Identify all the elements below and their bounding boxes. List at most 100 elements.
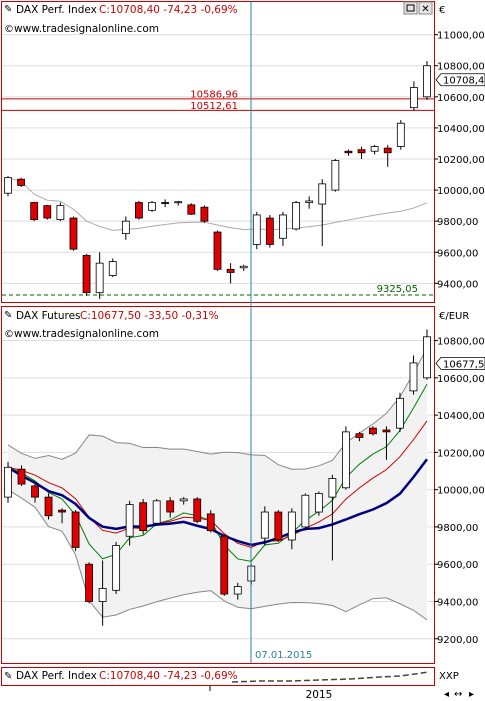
- top-candle-body: [174, 201, 183, 204]
- top-candle: [30, 201, 39, 222]
- middle-candle: [85, 562, 93, 604]
- top-y-tick-label: 10600,00: [437, 93, 485, 104]
- middle-y-tick-label: 9400,00: [437, 597, 478, 608]
- zoom-width-icon: ↔: [454, 689, 462, 700]
- middle-candle: [220, 534, 229, 596]
- top-candle-body: [226, 268, 235, 273]
- top-candle-body: [396, 122, 405, 147]
- top-candle-body: [357, 149, 366, 154]
- top-url-icon: ©: [4, 24, 14, 35]
- top-candle-body: [95, 262, 104, 294]
- top-y-tick-label: 10000,00: [437, 186, 485, 197]
- top-candle: [318, 179, 327, 247]
- top-candle: [121, 216, 130, 240]
- top-maximize-button[interactable]: [403, 1, 418, 15]
- crosshair[interactable]: 07.01.2015: [250, 2, 312, 663]
- scroll-left-button[interactable]: ◂: [444, 689, 449, 700]
- middle-candle-body: [166, 500, 175, 513]
- middle-title-icon: ✎: [4, 310, 12, 321]
- middle-candle-body: [233, 586, 242, 595]
- top-y-tick-label: 10800,00: [437, 62, 485, 73]
- crosshair-date-label: 07.01.2015: [255, 650, 312, 661]
- middle-candle-body: [125, 504, 134, 537]
- middle-candle: [369, 426, 377, 436]
- middle-change: C:10677,50 -33,50 -0,31%: [80, 310, 219, 322]
- top-candle-body: [135, 202, 143, 219]
- top-candle-body: [318, 183, 327, 205]
- middle-candle: [31, 482, 39, 503]
- middle-candle-body: [179, 498, 188, 502]
- top-candle-body: [69, 217, 78, 250]
- middle-url: www.tradesignalonline.com: [14, 328, 159, 340]
- top-candle: [135, 200, 143, 220]
- middle-last-price-box: [435, 356, 485, 370]
- middle-candle: [17, 465, 26, 486]
- top-candle: [383, 145, 392, 167]
- middle-candle: [301, 493, 310, 531]
- middle-candle-body: [260, 511, 269, 539]
- middle-candle: [152, 498, 161, 526]
- bollinger-lower: [7, 489, 428, 621]
- middle-candle: [98, 560, 107, 626]
- top-candle: [187, 203, 196, 215]
- top-candle: [265, 214, 274, 248]
- middle-candle-body: [382, 429, 391, 433]
- middle-candle: [193, 497, 202, 524]
- middle-candle: [71, 510, 80, 552]
- middle-candle: [233, 582, 242, 600]
- middle-panel-frame: [1, 306, 435, 664]
- top-candle-body: [121, 220, 130, 235]
- top-close-button[interactable]: ✕: [418, 1, 433, 15]
- middle-candle-body: [220, 535, 229, 595]
- top-y-tick-label: 11000,00: [437, 31, 485, 42]
- top-candles: [4, 61, 431, 299]
- middle-y-tick-label: 10200,00: [437, 448, 485, 459]
- middle-axis-unit: €/EUR: [439, 311, 469, 322]
- middle-candle: [382, 426, 391, 460]
- top-candle: [410, 81, 418, 111]
- middle-candle: [4, 461, 12, 503]
- top-candle-body: [17, 178, 25, 186]
- top-candle-body: [30, 202, 39, 221]
- top-candle: [4, 176, 12, 197]
- top-moving-average: [7, 177, 428, 231]
- top-candle-body: [305, 200, 314, 203]
- top-candle-body: [56, 205, 65, 221]
- top-last-price-label: 10708,4: [443, 76, 484, 87]
- middle-candle-body: [274, 511, 283, 541]
- middle-candle: [139, 498, 148, 535]
- scroll-right-button[interactable]: ▸: [469, 689, 474, 700]
- top-candle-body: [239, 265, 248, 269]
- top-y-tick-label: 9800,00: [437, 217, 478, 228]
- middle-candle-body: [369, 427, 377, 435]
- bottom-change: C:10708,40 -74,23 -0,69%: [99, 670, 238, 682]
- bottom-title-icon: ✎: [4, 671, 12, 682]
- bottom-title: DAX Perf. Index: [16, 670, 97, 682]
- top-panel-frame: [1, 1, 435, 303]
- top-candle: [423, 61, 431, 100]
- middle-candle: [274, 510, 283, 542]
- top-last-price: 10708,4: [435, 73, 485, 87]
- middle-candles: [4, 329, 431, 626]
- top-candle-body: [279, 214, 287, 239]
- arrow-left-icon: ◂: [444, 689, 449, 700]
- top-candle: [252, 211, 261, 250]
- bollinger-bands: [7, 347, 428, 621]
- top-candle-body: [148, 202, 156, 211]
- zoom-button[interactable]: ↔: [454, 689, 462, 700]
- top-candle-body: [331, 160, 340, 191]
- middle-candle: [314, 491, 323, 516]
- top-candle-body: [43, 205, 52, 219]
- top-header: ✎ DAX Perf. Index C:10708,40 -74,23 -0,6…: [4, 4, 238, 35]
- top-candle: [357, 146, 366, 159]
- top-candle-body: [265, 217, 274, 245]
- top-candle: [279, 211, 287, 247]
- middle-title: DAX Futures: [16, 310, 81, 322]
- middle-candle: [166, 497, 175, 518]
- middle-y-tick-label: 10800,00: [437, 337, 485, 348]
- top-candle-body: [370, 146, 379, 152]
- middle-candle: [58, 508, 66, 524]
- top-candle: [213, 230, 222, 271]
- top-title-icon: ✎: [4, 4, 12, 15]
